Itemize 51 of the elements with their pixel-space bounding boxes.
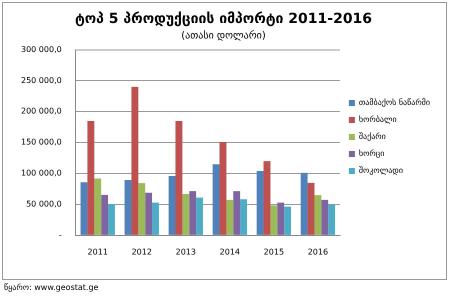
y-tick-label: 200 000,0: [20, 106, 62, 116]
bar: [124, 180, 132, 235]
x-tick-label: 2011: [88, 247, 108, 256]
bar: [328, 204, 336, 235]
bar: [138, 183, 146, 235]
legend-label: შაქარი: [358, 132, 386, 142]
legend-label: ხორბალი: [358, 115, 397, 124]
bar: [101, 194, 108, 235]
bar: [233, 191, 240, 235]
y-tick-label: 50 000,0: [26, 200, 62, 209]
bar: [108, 204, 115, 235]
y-tick-label: 300 000,0: [20, 44, 62, 54]
bar: [300, 172, 308, 235]
x-tick-label: 2013: [176, 247, 196, 256]
legend-label: თამბაქოს ნაწარმი: [358, 98, 430, 108]
chart-title: ტოპ 5 პროდუქციის იმპორტი 2011-2016: [74, 11, 372, 28]
bar: [87, 120, 94, 235]
y-tick-label: 150 000,0: [20, 138, 62, 147]
legend-label: ხორცი: [358, 149, 384, 158]
y-tick-label: 250 000,0: [20, 76, 62, 85]
bar: [284, 206, 292, 235]
bar: [226, 200, 234, 235]
x-tick-label: 2012: [132, 247, 152, 256]
bar: [175, 120, 182, 235]
bar: [270, 205, 278, 235]
legend-label: შოკოლადი: [358, 166, 403, 176]
bar: [94, 178, 102, 235]
bar: [220, 142, 226, 235]
bar: [308, 182, 314, 235]
bar: [189, 191, 196, 235]
bar: [256, 171, 264, 235]
bar: [321, 200, 328, 235]
bar: [277, 202, 284, 235]
chart-subtitle: (ათასი დოლარი): [181, 29, 266, 42]
bar: [196, 198, 203, 235]
y-tick-label: 100 000,0: [20, 168, 62, 178]
bar: [264, 161, 270, 235]
bar: [314, 195, 322, 235]
bar: [212, 164, 220, 235]
bar: [152, 202, 159, 235]
x-tick-label: 2014: [220, 247, 240, 256]
bar: [80, 182, 88, 235]
text: წყარო: www.geostat.ge: [4, 283, 98, 292]
bar: [182, 194, 190, 235]
bar: [131, 86, 138, 235]
y-tick-label: -: [58, 230, 62, 240]
x-tick-label: 2015: [264, 247, 284, 256]
bar: [168, 176, 176, 235]
bar: [240, 199, 247, 235]
bar: [145, 192, 152, 235]
x-tick-label: 2016: [308, 247, 328, 256]
